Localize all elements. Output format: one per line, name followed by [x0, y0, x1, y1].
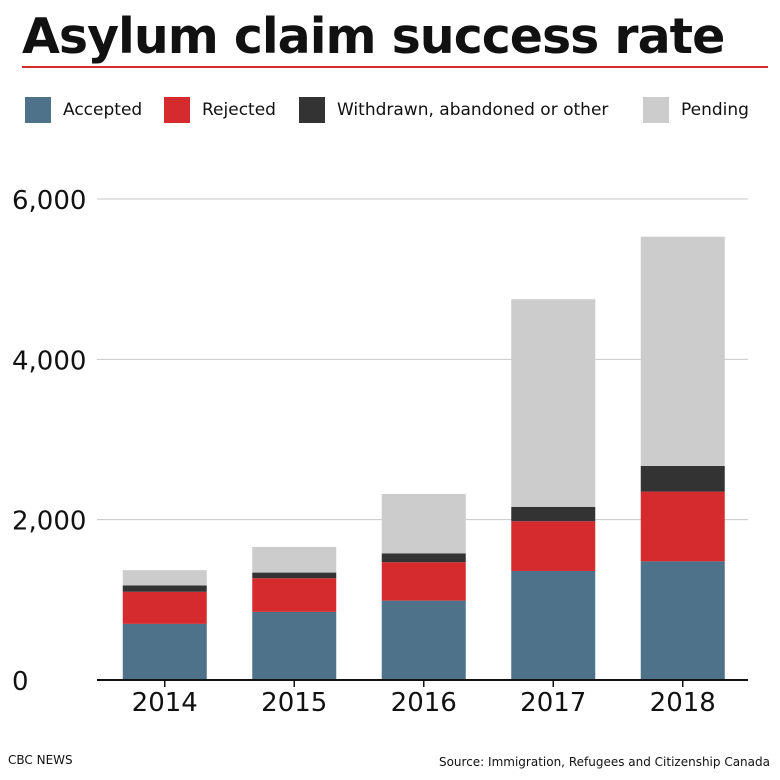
title-underline [22, 66, 768, 68]
x-tick-label-2015: 2015 [261, 688, 327, 718]
source-credit: Source: Immigration, Refugees and Citize… [438, 755, 770, 769]
legend: Accepted Rejected Withdrawn, abandoned o… [25, 96, 765, 124]
bar-pending-2017 [511, 299, 596, 507]
bar-pending-2015 [252, 546, 337, 573]
legend-swatch-rejected [164, 97, 190, 123]
legend-label-rejected: Rejected [202, 100, 276, 120]
legend-item-withdrawn: Withdrawn, abandoned or other [299, 96, 608, 124]
bar-rejected-2018 [640, 491, 725, 562]
bar-accepted-2014 [122, 623, 207, 680]
bar-withdrawn-2015 [252, 572, 337, 579]
bar-rejected-2014 [122, 591, 207, 624]
bar-accepted-2018 [640, 561, 725, 680]
bar-withdrawn-2016 [381, 553, 466, 563]
y-tick-label-0: 0 [12, 667, 29, 697]
bar-accepted-2015 [252, 611, 337, 680]
legend-item-pending: Pending [643, 96, 749, 124]
legend-label-withdrawn: Withdrawn, abandoned or other [337, 100, 609, 120]
legend-label-accepted: Accepted [63, 100, 143, 120]
x-tick-label-2017: 2017 [520, 688, 586, 718]
y-tick-label-2000: 2,000 [12, 507, 86, 537]
legend-swatch-pending [643, 97, 669, 123]
bar-pending-2014 [122, 570, 207, 586]
x-tick-label-2014: 2014 [132, 688, 198, 718]
bar-withdrawn-2014 [122, 585, 207, 592]
brand-credit: CBC NEWS [8, 753, 73, 767]
bar-accepted-2017 [511, 570, 596, 680]
bar-accepted-2016 [381, 600, 466, 680]
y-tick-label-4000: 4,000 [12, 346, 86, 376]
chart-title: Asylum claim success rate [22, 8, 725, 65]
bar-rejected-2016 [381, 562, 466, 601]
bar-withdrawn-2017 [511, 506, 596, 522]
x-tick-label-2018: 2018 [650, 688, 716, 718]
y-tick-label-6000: 6,000 [12, 186, 86, 216]
bar-pending-2016 [381, 494, 466, 554]
stacked-bar-chart: 0 2,000 4,000 6,000 2014 2015 2016 2017 2018 [12, 186, 748, 718]
legend-item-accepted: Accepted [25, 96, 142, 124]
bar-withdrawn-2018 [640, 465, 725, 492]
legend-label-pending: Pending [681, 100, 749, 120]
legend-swatch-accepted [25, 97, 51, 123]
bar-rejected-2015 [252, 578, 337, 612]
bar-pending-2018 [640, 236, 725, 466]
bar-rejected-2017 [511, 521, 596, 571]
x-tick-label-2016: 2016 [391, 688, 457, 718]
legend-swatch-withdrawn [299, 97, 325, 123]
legend-item-rejected: Rejected [164, 96, 276, 124]
